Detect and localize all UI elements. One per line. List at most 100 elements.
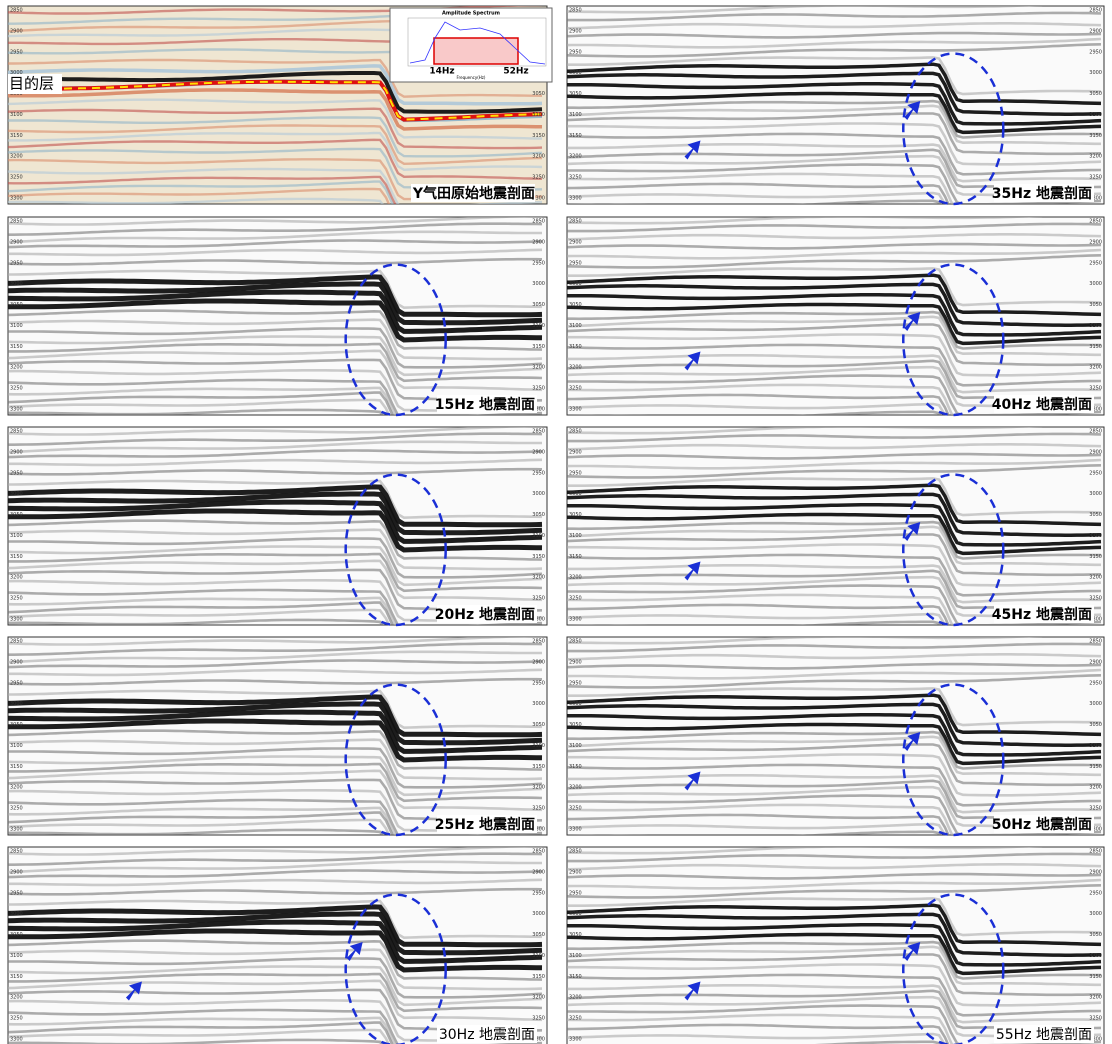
depth-label-left: 2950 [569,890,582,896]
depth-label-right: 3000 [532,491,545,497]
depth-label-right: 2850 [1089,849,1102,855]
depth-label-right: 3000 [1089,491,1102,497]
depth-label-left: 2950 [569,680,582,686]
depth-label-right: 3100 [532,533,545,539]
depth-label-right: 2950 [532,260,545,266]
depth-label-right: 3000 [1089,911,1102,917]
figure: 2850 2850 2900 2900 2950 2950 3000 3000 3050 3050… [0,0,1112,1044]
panel-label: Y气田原始地震剖面 [412,185,535,202]
depth-label-left: 3150 [569,133,582,139]
depth-label-left: 3000 [569,281,582,287]
depth-label-left: 3050 [569,932,582,938]
depth-label-left: 3100 [569,533,582,539]
depth-label-left: 3200 [569,995,582,1001]
depth-label-right: 2900 [532,659,545,665]
depth-label-right: 2950 [532,680,545,686]
depth-label-left: 2850 [10,849,23,855]
depth-label-right: 2950 [532,890,545,896]
depth-label-left: 3250 [10,386,23,392]
depth-label-left: 3200 [569,785,582,791]
depth-label-right: 3150 [1089,764,1102,770]
depth-label-left: 3000 [10,701,23,707]
depth-label-right: 2950 [1089,260,1102,266]
depth-label-right: 3000 [1089,70,1102,76]
depth-label-right: 2950 [1089,680,1102,686]
depth-label-left: 3100 [569,323,582,329]
depth-label-left: 3250 [569,175,582,181]
depth-label-right: 3150 [1089,974,1102,980]
panel-label: 15Hz 地震剖面 [435,396,535,413]
depth-label-right: 3200 [532,154,545,160]
depth-label-left: 2900 [569,449,582,455]
depth-label-left: 2850 [10,639,23,645]
depth-label-left: 3250 [569,386,582,392]
depth-label-left: 3250 [10,596,23,602]
depth-label-left: 3250 [569,596,582,602]
depth-label-right: 2850 [1089,639,1102,645]
depth-label-left: 2850 [569,429,582,435]
depth-label-left: 2900 [10,659,23,665]
depth-label-right: 3100 [532,112,545,118]
low-cut: 14Hz [429,67,454,77]
depth-label-left: 2850 [10,219,23,225]
depth-label-left: 3050 [10,512,23,518]
panel-label: 55Hz 地震剖面 [996,1027,1092,1043]
depth-label-left: 2900 [10,449,23,455]
depth-label-left: 3300 [569,407,582,413]
depth-label-right: 2850 [1089,219,1102,225]
depth-label-right: 3200 [1089,575,1102,581]
depth-label-left: 3000 [10,281,23,287]
depth-label-right: 2900 [1089,449,1102,455]
depth-label-right: 3050 [532,302,545,308]
seismic-panel: 2850285029002900295029503000300030503050… [567,214,1104,451]
depth-label-left: 3200 [569,365,582,371]
depth-label-left: 2950 [10,890,23,896]
depth-label-right: 3250 [1089,386,1102,392]
depth-label-left: 2850 [569,849,582,855]
depth-label-right: 3050 [1089,302,1102,308]
depth-label-right: 2950 [1089,470,1102,476]
depth-label-right: 3000 [1089,281,1102,287]
panel-label: 40Hz 地震剖面 [992,396,1092,413]
depth-label-right: 3050 [532,91,545,97]
depth-label-right: 3200 [1089,365,1102,371]
depth-label-left: 3250 [569,806,582,812]
depth-label-left: 2850 [10,429,23,435]
depth-label-left: 3200 [10,575,23,581]
depth-label-left: 2950 [569,49,582,55]
depth-label-right: 3200 [1089,785,1102,791]
depth-label-right: 2900 [1089,869,1102,875]
depth-label-left: 2900 [10,28,23,34]
depth-label-right: 2900 [532,449,545,455]
depth-label-left: 3100 [569,112,582,118]
depth-label-right: 2900 [532,869,545,875]
depth-label-right: 3150 [532,554,545,560]
panel-label: 45Hz 地震剖面 [992,606,1092,623]
depth-label-right: 3050 [1089,91,1102,97]
depth-label-right: 3050 [1089,932,1102,938]
depth-label-left: 3100 [569,743,582,749]
depth-label-left: 3150 [569,344,582,350]
depth-label-left: 3150 [10,344,23,350]
depth-label-left: 3150 [10,974,23,980]
depth-label-left: 3000 [569,70,582,76]
depth-label-right: 3250 [532,386,545,392]
depth-label-left: 2950 [569,470,582,476]
depth-label-right: 3250 [1089,175,1102,181]
depth-label-right: 2850 [1089,8,1102,14]
depth-label-left: 2850 [10,8,23,14]
depth-label-right: 2900 [1089,659,1102,665]
depth-label-right: 3150 [532,133,545,139]
depth-label-right: 3150 [1089,344,1102,350]
panel-label: 50Hz 地震剖面 [992,816,1092,833]
depth-label-left: 3300 [569,827,582,833]
seismic-panel: 2850285029002900295029503000300030503050… [8,216,547,451]
depth-label-left: 3100 [10,743,23,749]
depth-label-left: 2950 [10,680,23,686]
depth-label-left: 3150 [569,554,582,560]
depth-label-right: 3150 [1089,554,1102,560]
depth-label-left: 3050 [10,722,23,728]
depth-label-left: 3300 [10,827,23,833]
